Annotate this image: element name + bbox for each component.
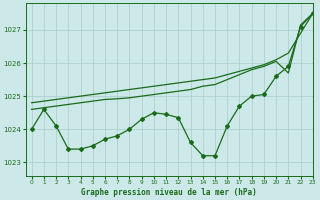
X-axis label: Graphe pression niveau de la mer (hPa): Graphe pression niveau de la mer (hPa) (81, 188, 257, 197)
